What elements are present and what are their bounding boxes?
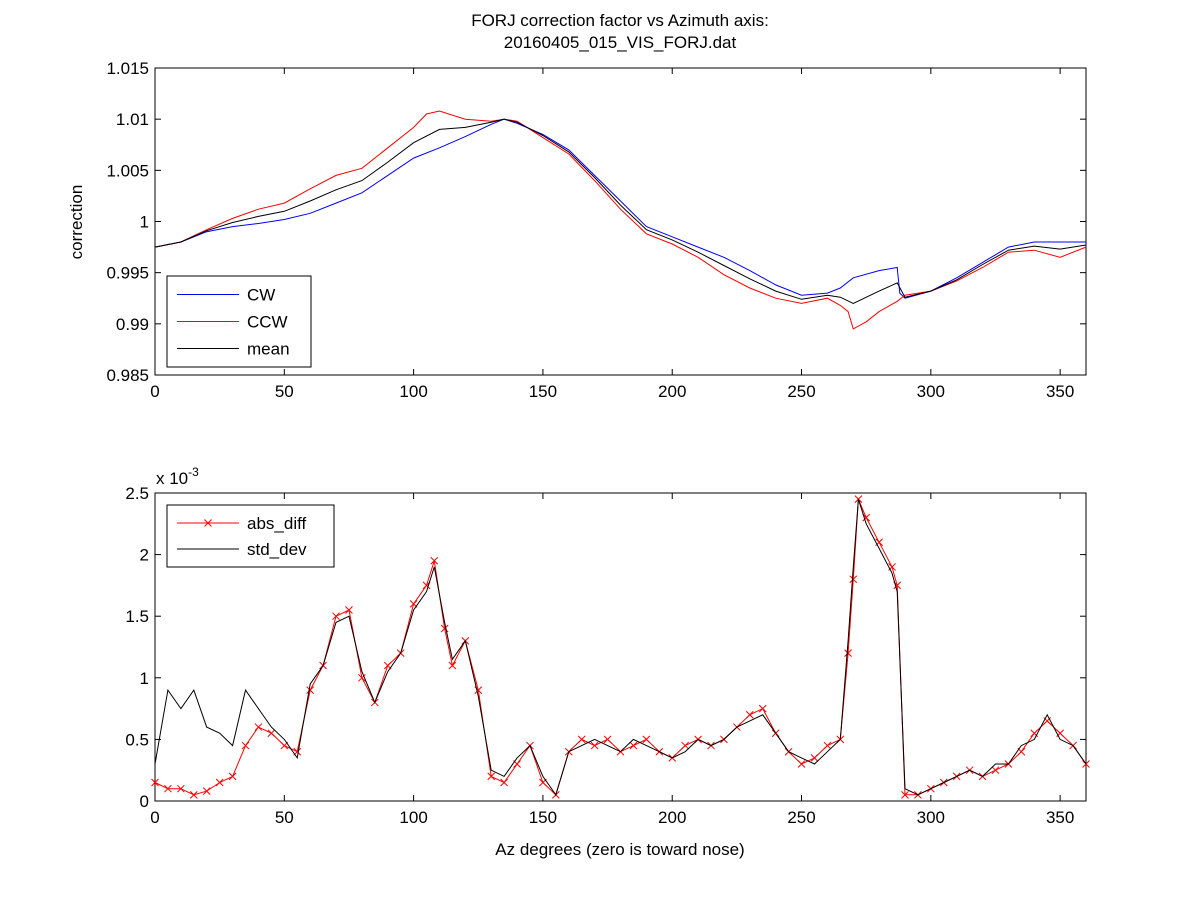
bottom-ytick-label: 0.5 — [125, 730, 149, 749]
bottom-plot-panel: 0 50 100 150 200 250 300 350 0 0.5 1 1.5 2 2.5 x 10-3… — [125, 465, 1090, 859]
data-point-abs_diff — [440, 624, 449, 633]
bottom-legend-box — [166, 504, 335, 568]
top-ytick-label: 1.005 — [106, 161, 149, 180]
multiplier-base: x 10 — [156, 469, 188, 488]
data-point-abs_diff — [358, 673, 366, 682]
data-point-abs_diff — [500, 778, 508, 787]
data-point-abs_diff — [487, 772, 496, 781]
data-point-abs_diff — [1082, 760, 1090, 768]
data-point-abs_diff — [241, 741, 250, 750]
top-ytick-label: 0.99 — [116, 315, 149, 334]
data-point-abs_diff — [228, 772, 237, 781]
legend-entry-mean: mean — [177, 340, 290, 359]
top-ytick-label: 0.995 — [106, 264, 149, 283]
data-point-abs_diff — [332, 612, 340, 621]
data-point-abs_diff — [430, 556, 439, 565]
data-point-abs_diff — [991, 766, 1000, 775]
top-xtick-label: 300 — [917, 382, 945, 401]
bottom-plot-xlabel: Az degrees (zero is toward nose) — [495, 840, 744, 859]
top-xtick-label: 50 — [275, 382, 294, 401]
multiplier-exponent: -3 — [188, 465, 199, 479]
data-point-abs_diff — [844, 649, 852, 658]
bottom-xtick-label: 150 — [529, 808, 557, 827]
data-point-abs_diff — [189, 790, 198, 799]
top-xtick-label: 350 — [1046, 382, 1074, 401]
data-point-abs_diff — [797, 760, 806, 768]
data-point-abs_diff — [345, 606, 353, 614]
data-point-abs_diff — [758, 704, 767, 713]
data-point-abs_diff — [629, 741, 638, 750]
bottom-plot-lines — [151, 495, 1090, 799]
data-point-abs_diff — [810, 754, 819, 762]
bottom-plot-legend: abs_diff std_dev — [166, 504, 335, 568]
bottom-xtick-label: 100 — [399, 808, 427, 827]
bottom-xtick-label: 50 — [275, 808, 294, 827]
bottom-ytick-label: 1.5 — [125, 607, 149, 626]
legend-entry-CCW: CCW — [177, 313, 288, 332]
bottom-xtick-label: 0 — [150, 808, 159, 827]
data-point-abs_diff — [177, 784, 185, 793]
legend-label-std_dev: std_dev — [247, 540, 307, 559]
top-ytick-label: 0.985 — [106, 366, 149, 385]
series-line-mean — [154, 118, 1087, 304]
data-point-abs_diff — [823, 741, 832, 750]
data-point-abs_diff — [681, 741, 690, 750]
data-point-abs_diff — [215, 778, 224, 787]
bottom-ytick-label: 2 — [140, 546, 149, 565]
bottom-xtick-label: 250 — [787, 808, 815, 827]
series-line-std_dev — [154, 499, 1087, 796]
top-xtick-label: 150 — [529, 382, 557, 401]
bottom-ytick-label: 0 — [140, 792, 149, 811]
bottom-plot-ticks: 0 50 100 150 200 250 300 350 0 0.5 1 1.5 2 2.5 — [125, 484, 1086, 827]
bottom-ytick-label: 2.5 — [125, 484, 149, 503]
data-point-abs_diff — [745, 710, 754, 719]
data-point-abs_diff — [590, 741, 599, 750]
legend-label-CCW: CCW — [247, 313, 288, 332]
top-xtick-label: 250 — [787, 382, 815, 401]
data-point-abs_diff — [448, 661, 457, 670]
top-ytick-label: 1 — [140, 213, 149, 232]
data-point-abs_diff — [849, 575, 858, 584]
top-plot-legend: CW CCW mean — [166, 275, 312, 368]
data-point-abs_diff — [267, 729, 276, 738]
top-plot-lines — [154, 110, 1087, 330]
series-line-CCW — [154, 110, 1087, 330]
data-point-abs_diff — [202, 787, 211, 795]
series-line-CW — [154, 118, 1086, 299]
bottom-xtick-label: 350 — [1046, 808, 1074, 827]
legend-entry-abs_diff: abs_diff — [177, 514, 307, 533]
bottom-plot-multiplier: x 10-3 — [156, 465, 199, 488]
legend-entry-CW: CW — [177, 286, 275, 305]
figure-title-line1: FORJ correction factor vs Azimuth axis: — [471, 11, 769, 30]
data-point-abs_diff — [642, 735, 651, 744]
figure-title-line2: 20160405_015_VIS_FORJ.dat — [504, 33, 737, 52]
legend-label-mean: mean — [247, 340, 290, 359]
bottom-ytick-label: 1 — [140, 669, 149, 688]
data-point-abs_diff — [603, 735, 612, 744]
top-xtick-label: 200 — [658, 382, 686, 401]
data-point-abs_diff — [577, 735, 586, 744]
top-ytick-label: 1.015 — [106, 59, 149, 78]
top-ytick-label: 1.01 — [116, 110, 149, 129]
data-point-abs_diff — [306, 686, 315, 694]
top-plot-ylabel: correction — [67, 185, 86, 260]
bottom-xtick-label: 200 — [658, 808, 686, 827]
bottom-xtick-label: 300 — [917, 808, 945, 827]
top-plot-panel: 0 50 100 150 200 250 300 350 0.985 0.99 0.995 1 1.00… — [67, 59, 1087, 401]
data-point-abs_diff — [254, 723, 263, 731]
legend-label-CW: CW — [247, 286, 275, 305]
data-point-abs_diff — [151, 778, 159, 787]
data-point-abs_diff — [164, 784, 172, 793]
legend-entry-std_dev: std_dev — [177, 540, 307, 559]
top-xtick-label: 0 — [150, 382, 159, 401]
data-point-abs_diff — [901, 790, 909, 799]
top-plot-ticks: 0 50 100 150 200 250 300 350 0.985 0.99 0.995 1 1.00… — [106, 59, 1086, 401]
legend-label-abs_diff: abs_diff — [247, 514, 307, 533]
top-xtick-label: 100 — [399, 382, 427, 401]
